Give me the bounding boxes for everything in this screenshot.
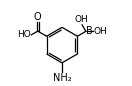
Text: NH₂: NH₂ (53, 73, 71, 83)
Text: B: B (86, 26, 93, 36)
Text: OH: OH (75, 15, 88, 24)
Text: HO: HO (17, 30, 31, 39)
Text: OH: OH (94, 27, 108, 36)
Text: O: O (34, 12, 42, 22)
